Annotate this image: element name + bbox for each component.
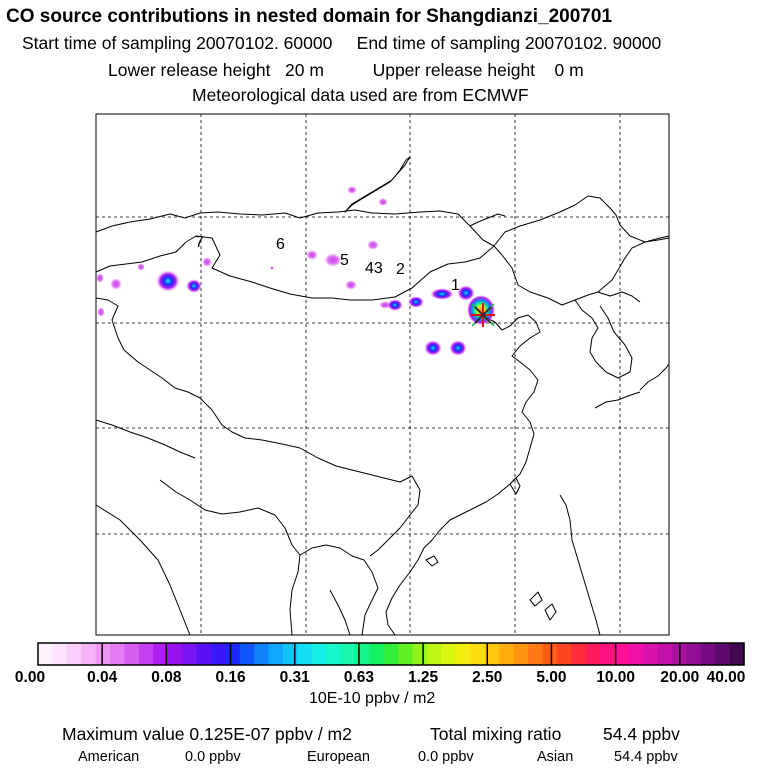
- colorbar-swatch: [484, 643, 500, 665]
- colorbar-swatch: [268, 643, 284, 665]
- colorbar-swatch: [571, 643, 587, 665]
- trajectory-label: 2: [396, 261, 405, 278]
- colorbar-swatch: [499, 643, 515, 665]
- region-value: 0.0 ppbv: [418, 749, 474, 765]
- colorbar-tick-label: 0.00: [14, 669, 46, 686]
- colorbar-swatch: [326, 643, 342, 665]
- colorbar-swatch: [38, 643, 54, 665]
- colorbar-swatch: [643, 643, 659, 665]
- trajectory-label: 6: [276, 236, 285, 253]
- colorbar-swatch: [66, 643, 82, 665]
- colorbar-swatch: [412, 643, 428, 665]
- colorbar-tick-label: 1.25: [407, 669, 439, 686]
- colorbar-tick-label: 0.04: [87, 669, 118, 686]
- colorbar-swatch: [153, 643, 169, 665]
- colorbar-swatch: [715, 643, 731, 665]
- region-name: Asian: [537, 749, 574, 765]
- colorbar-tick-label: 40.00: [706, 669, 746, 686]
- region-name: American: [78, 749, 140, 765]
- colorbar-swatch: [225, 643, 241, 665]
- colorbar-swatch: [254, 643, 270, 665]
- colorbar-swatch: [556, 643, 572, 665]
- trajectory-label: 43: [365, 260, 383, 277]
- colorbar-swatch: [455, 643, 471, 665]
- colorbar-units: 10E-10 ppbv / m2: [309, 690, 436, 707]
- colorbar-swatch: [657, 643, 673, 665]
- colorbar-swatch: [297, 643, 313, 665]
- colorbar-swatch: [81, 643, 97, 665]
- colorbar-swatch: [282, 643, 298, 665]
- colorbar-swatch: [527, 643, 543, 665]
- maximum-value: Maximum value 0.125E-07 ppbv / m2: [62, 724, 352, 744]
- colorbar-swatch: [210, 643, 226, 665]
- plot-title: CO source contributions in nested domain…: [6, 6, 613, 27]
- lat-lon-grid: [96, 114, 669, 635]
- colorbar-swatch: [398, 643, 414, 665]
- colorbar-swatch: [340, 643, 356, 665]
- colorbar-swatch: [427, 643, 443, 665]
- colorbar-tick-label: 20.00: [660, 669, 700, 686]
- colorbar-swatch: [311, 643, 327, 665]
- trajectory-labels: 1 2 43 5 6 7: [195, 234, 460, 294]
- colorbar-swatch: [700, 643, 716, 665]
- receptor-star-icon: [471, 303, 495, 327]
- colorbar-tick-label: 2.50: [472, 669, 503, 686]
- colorbar-swatch: [167, 643, 183, 665]
- colorbar-swatch: [585, 643, 601, 665]
- trajectory-label: 5: [340, 252, 349, 269]
- region-name: European: [307, 749, 370, 765]
- colorbar-swatch: [95, 643, 111, 665]
- colorbar-swatch: [239, 643, 255, 665]
- region-value: 0.0 ppbv: [185, 749, 241, 765]
- colorbar-swatch: [196, 643, 212, 665]
- meteorology-source-line: Meteorological data used are from ECMWF: [192, 85, 529, 105]
- colorbar-tick-label: 0.31: [279, 669, 310, 686]
- colorbar-swatch: [354, 643, 370, 665]
- colorbar-tick-label: 0.08: [151, 669, 182, 686]
- colorbar-swatch: [599, 643, 615, 665]
- colorbar-swatch: [729, 643, 745, 665]
- colorbar-swatch: [614, 643, 630, 665]
- colorbar-swatch: [124, 643, 140, 665]
- colorbar-swatch: [542, 643, 558, 665]
- colorbar-swatch: [441, 643, 457, 665]
- colorbar-swatch: [628, 643, 644, 665]
- region-value: 54.4 ppbv: [614, 749, 678, 765]
- trajectory-label: 1: [451, 277, 460, 294]
- colorbar-swatch: [52, 643, 68, 665]
- colorbar-swatch: [138, 643, 154, 665]
- coastlines-borders: [95, 156, 670, 636]
- total-mixing-ratio-value: 54.4 ppbv: [603, 724, 680, 744]
- trajectory-label: 7: [195, 234, 204, 251]
- colorbar-swatch: [182, 643, 198, 665]
- colorbar-swatch: [110, 643, 126, 665]
- sampling-time-line: Start time of sampling 20070102. 60000 E…: [22, 33, 662, 53]
- colorbar-swatch: [513, 643, 529, 665]
- colorbar-swatch: [686, 643, 702, 665]
- colorbar-tick-label: 10.00: [596, 669, 636, 686]
- colorbar-tick-label: 0.63: [343, 669, 374, 686]
- colorbar-swatch: [383, 643, 399, 665]
- colorbar-tick-label: 5.00: [536, 669, 567, 686]
- total-mixing-ratio-label: Total mixing ratio: [430, 724, 562, 744]
- colorbar-swatch: [470, 643, 486, 665]
- release-height-line: Lower release height 20 m Upper release …: [108, 60, 584, 80]
- colorbar-tick-label: 0.16: [215, 669, 246, 686]
- colorbar-swatch: [369, 643, 385, 665]
- concentration-field: [96, 186, 495, 356]
